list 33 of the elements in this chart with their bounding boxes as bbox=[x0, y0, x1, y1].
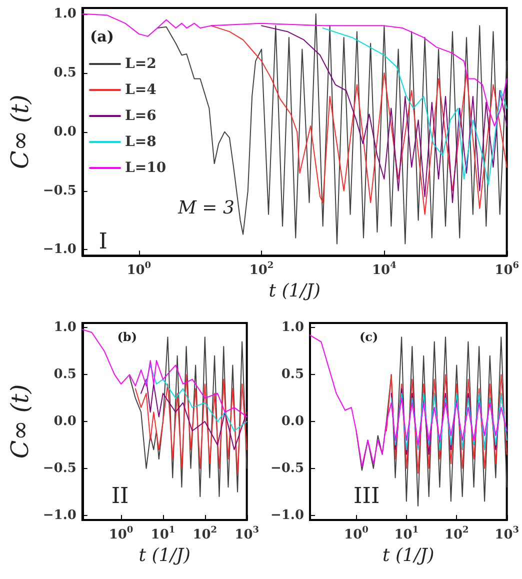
y-axis-title: C∞ (t) bbox=[6, 94, 34, 169]
y-tick-label: −0.5 bbox=[42, 183, 76, 198]
y-tick-label: 1.0 bbox=[54, 6, 76, 22]
legend-label: L=8 bbox=[125, 134, 156, 150]
y-tick-label: −0.5 bbox=[270, 460, 304, 476]
y-tick-label: −1.0 bbox=[270, 508, 304, 523]
y-tick-label: 0.5 bbox=[281, 367, 304, 382]
x-axis-title: t (1/J) bbox=[268, 280, 320, 302]
legend-label: L=4 bbox=[125, 82, 157, 98]
annotation: III bbox=[354, 484, 380, 509]
line-series bbox=[134, 374, 248, 474]
y-tick-label: −0.5 bbox=[42, 460, 76, 476]
y-tick-label: −1.0 bbox=[42, 242, 76, 258]
y-tick-label: 0.5 bbox=[54, 367, 76, 382]
annotation: (c) bbox=[360, 330, 378, 344]
annotation: M = 3 bbox=[177, 198, 234, 219]
legend-label: L=10 bbox=[125, 160, 166, 176]
y-tick-label: 1.0 bbox=[281, 320, 304, 336]
y-tick-label: 0.0 bbox=[281, 414, 304, 429]
legend-label: L=6 bbox=[125, 108, 156, 124]
annotation: I bbox=[98, 230, 108, 254]
legend-label: L=2 bbox=[125, 56, 156, 72]
y-axis-title: C∞ (t) bbox=[6, 384, 34, 459]
x-axis-title: t (1/J) bbox=[382, 544, 434, 566]
annotation: (b) bbox=[117, 330, 137, 344]
y-tick-label: 0.5 bbox=[54, 65, 76, 80]
y-tick-label: 1.0 bbox=[54, 320, 76, 336]
y-tick-label: 0.0 bbox=[54, 124, 76, 140]
x-axis-title: t (1/J) bbox=[138, 544, 190, 566]
annotation: II bbox=[111, 484, 129, 509]
y-tick-label: −1.0 bbox=[42, 508, 76, 523]
y-tick-label: 0.0 bbox=[54, 414, 76, 429]
annotation: (a) bbox=[90, 28, 114, 46]
